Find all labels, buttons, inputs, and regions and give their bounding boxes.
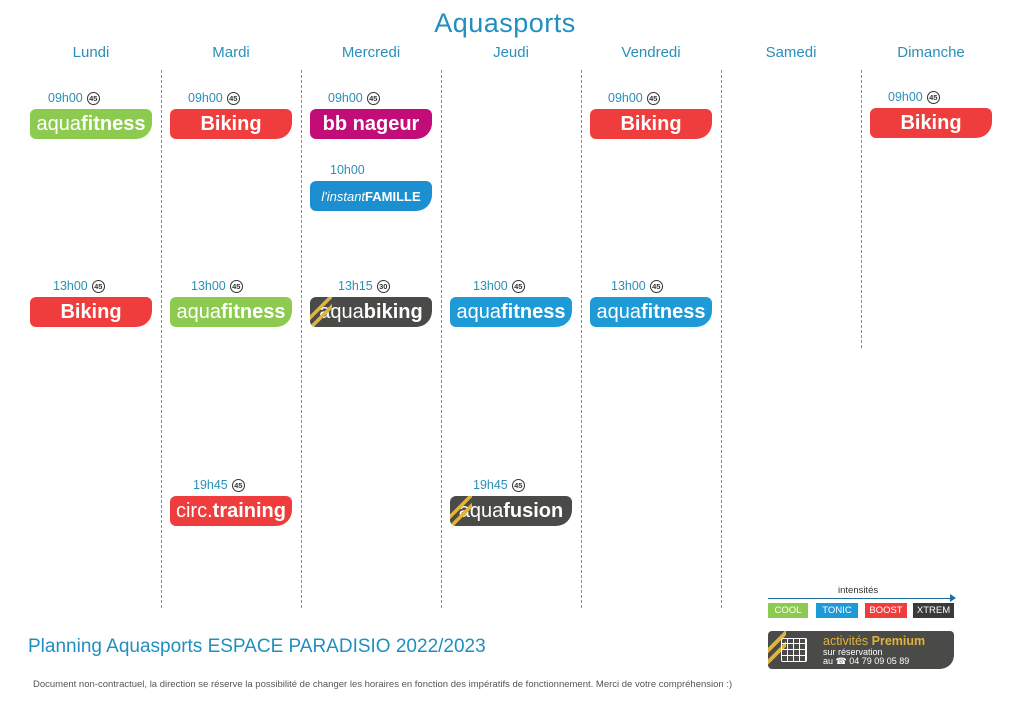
day-header-samedi: Samedi (765, 44, 817, 61)
session-time: 19h45 45 (193, 478, 245, 492)
activity-instant-famille-mercredi-1000[interactable]: l'instant FAMILLE (310, 181, 432, 211)
column-separator (161, 70, 162, 608)
session-time: 13h00 45 (611, 279, 663, 293)
session-time: 09h00 45 (188, 91, 240, 105)
day-header-mercredi: Mercredi (341, 44, 401, 61)
intensity-cool: COOL (768, 603, 808, 618)
activity-circ-training-mardi-1945[interactable]: circ. training (170, 496, 292, 526)
intensity-tonic: TONIC (816, 603, 858, 618)
day-header-mardi: Mardi (212, 44, 250, 61)
premium-phone: au ☎ 04 79 09 05 89 (823, 656, 910, 666)
column-separator (301, 70, 302, 608)
session-time: 13h15 30 (338, 279, 390, 293)
duration-badge: 45 (511, 478, 525, 492)
duration-badge: 45 (226, 91, 240, 105)
session-time: 10h00 (330, 163, 365, 177)
disclaimer: Document non-contractuel, la direction s… (33, 679, 733, 690)
activity-biking-vendredi-0900[interactable]: Biking (590, 109, 712, 139)
session-time: 19h45 45 (473, 478, 525, 492)
session-time: 09h00 45 (888, 90, 940, 104)
column-separator (581, 70, 582, 608)
premium-reservation: sur réservation (823, 647, 883, 657)
page-title: Aquasports (434, 8, 576, 38)
duration-badge: 45 (86, 91, 100, 105)
session-time: 09h00 45 (608, 91, 660, 105)
intensity-xtrem: XTREM (913, 603, 954, 618)
duration-badge: 45 (511, 279, 525, 293)
arrow-right-icon (950, 594, 956, 602)
duration-badge: 45 (646, 91, 660, 105)
activity-biking-lundi-1300[interactable]: Biking (30, 297, 152, 327)
session-time: 13h00 45 (53, 279, 105, 293)
day-header-dimanche: Dimanche (897, 44, 965, 61)
activity-aquafusion-jeudi-1945[interactable]: aqua fusion (450, 496, 572, 526)
duration-badge: 45 (91, 279, 105, 293)
activity-biking-mardi-0900[interactable]: Biking (170, 109, 292, 139)
activity-biking-dimanche-0900[interactable]: Biking (870, 108, 992, 138)
activity-aquafitness-lundi-0900[interactable]: aqua fitness (30, 109, 152, 139)
premium-activities-box: activités Premium sur réservation au ☎ 0… (768, 631, 954, 669)
day-header-jeudi: Jeudi (493, 44, 529, 61)
duration-badge: 30 (376, 279, 390, 293)
calendar-icon (781, 638, 807, 662)
activity-bbnageur-mercredi-0900[interactable]: bb nageur (310, 109, 432, 139)
session-time: 13h00 45 (473, 279, 525, 293)
activity-aquafitness-mardi-1300[interactable]: aqua fitness (170, 297, 292, 327)
column-separator (861, 70, 862, 348)
duration-badge: 45 (926, 90, 940, 104)
column-separator (721, 70, 722, 608)
column-separator (441, 70, 442, 608)
day-header-lundi: Lundi (72, 44, 110, 61)
premium-stripe (450, 496, 472, 526)
intensity-arrow (768, 598, 954, 599)
intensity-legend-label: intensités (838, 585, 879, 596)
activity-aquabiking-mercredi-1315[interactable]: aqua biking (310, 297, 432, 327)
duration-badge: 45 (229, 279, 243, 293)
duration-badge: 45 (649, 279, 663, 293)
activity-aquafitness-jeudi-1300[interactable]: aqua fitness (450, 297, 572, 327)
activity-aquafitness-vendredi-1300[interactable]: aqua fitness (590, 297, 712, 327)
duration-badge: 45 (231, 478, 245, 492)
session-time: 09h00 45 (48, 91, 100, 105)
premium-stripe (310, 297, 332, 327)
intensity-boost: BOOST (865, 603, 907, 618)
session-time: 09h00 45 (328, 91, 380, 105)
duration-badge: 45 (366, 91, 380, 105)
premium-title: activités Premium (823, 634, 926, 648)
session-time: 13h00 45 (191, 279, 243, 293)
day-header-vendredi: Vendredi (621, 44, 681, 61)
footer-title: Planning Aquasports ESPACE PARADISIO 202… (28, 636, 486, 657)
